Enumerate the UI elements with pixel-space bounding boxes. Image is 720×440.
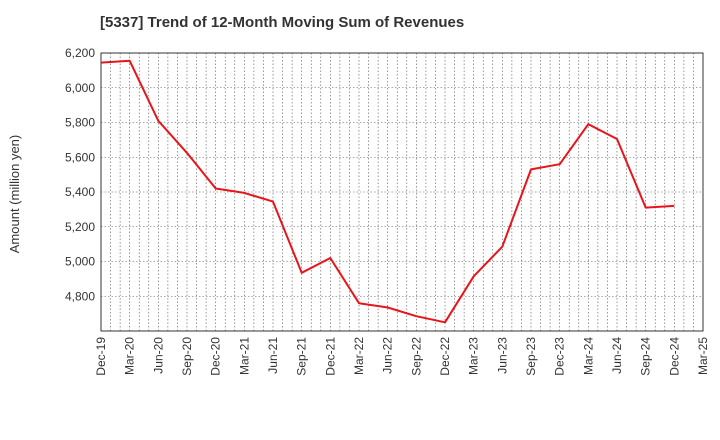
- y-tick-label: 6,000: [65, 81, 95, 95]
- x-tick-label: Mar-21: [237, 337, 251, 375]
- y-tick-label: 5,000: [65, 255, 95, 269]
- x-tick-label: Sep-21: [295, 337, 309, 376]
- x-tick-label: Jun-21: [266, 337, 280, 374]
- x-tick-label: Dec-22: [438, 337, 452, 376]
- y-tick-label: 5,600: [65, 150, 95, 164]
- y-tick-label: 5,800: [65, 116, 95, 130]
- x-tick-label: Mar-20: [123, 337, 137, 375]
- x-axis-ticks: Dec-19 Mar-20 Jun-20 Sep-20 Dec-20 Mar-21 Jun-…: [94, 337, 710, 376]
- x-tick-label: Dec-21: [323, 337, 337, 376]
- x-tick-label: Jun-24: [610, 337, 624, 374]
- x-tick-label: Jun-20: [151, 337, 165, 374]
- chart-title: [5337] Trend of 12-Month Moving Sum of R…: [100, 14, 465, 31]
- y-tick-label: 5,400: [65, 185, 95, 199]
- series-layer: [100, 59, 675, 324]
- series-line: [100, 59, 675, 324]
- x-tick-label: Dec-23: [553, 337, 567, 376]
- x-tick-label: Dec-24: [667, 337, 681, 376]
- x-tick-label: Sep-20: [180, 337, 194, 376]
- x-tick-label: Mar-25: [696, 337, 710, 375]
- x-tick-label: Mar-24: [581, 337, 595, 375]
- grid: [101, 52, 703, 331]
- x-tick-label: Sep-23: [524, 337, 538, 376]
- x-tick-label: Jun-23: [495, 337, 509, 374]
- x-tick-label: Sep-24: [639, 337, 653, 376]
- y-axis-ticks: 4,800 5,000 5,200 5,400 5,600 5,800 6,000 6,200: [65, 46, 95, 303]
- y-axis-title: Amount (million yen): [7, 135, 22, 254]
- y-tick-label: 5,200: [65, 220, 95, 234]
- y-tick-label: 6,200: [65, 46, 95, 60]
- y-tick-label: 4,800: [65, 289, 95, 303]
- x-tick-label: Mar-22: [352, 337, 366, 375]
- plot-area-frame: [100, 52, 704, 332]
- x-tick-label: Mar-23: [467, 337, 481, 375]
- x-tick-label: Dec-20: [209, 337, 223, 376]
- x-tick-label: Sep-22: [409, 337, 423, 376]
- x-tick-label: Dec-19: [94, 337, 108, 376]
- x-tick-label: Jun-22: [381, 337, 395, 374]
